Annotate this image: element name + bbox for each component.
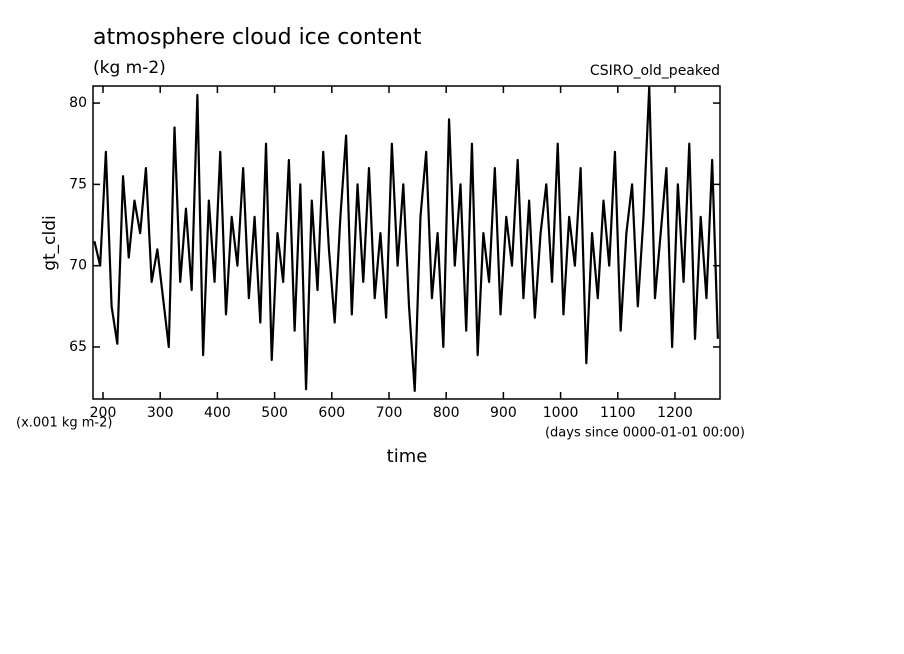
data-line [93, 85, 719, 392]
chart-subtitle: (kg m-2) [93, 58, 166, 78]
x-tick-label: 900 [490, 405, 517, 421]
x-tick-label: 600 [318, 405, 345, 421]
x-tick-label: 1200 [657, 405, 693, 421]
annotation: CSIRO_old_peaked [590, 63, 720, 79]
x-tick-label: 700 [376, 405, 403, 421]
y-tick-label: 65 [69, 339, 87, 355]
x-tick-label: 800 [433, 405, 460, 421]
x-axis-label: time [387, 446, 428, 467]
y-tick-label: 80 [69, 95, 87, 111]
y-tick-label: 75 [69, 176, 87, 192]
x-tick-label: 1100 [600, 405, 636, 421]
chart-title: atmosphere cloud ice content [93, 25, 422, 50]
y-tick-label: 70 [69, 258, 87, 274]
x-tick-label: 400 [204, 405, 231, 421]
y-axis-label: gt_cldi [40, 215, 60, 271]
x-units: (days since 0000-01-01 00:00) [545, 426, 745, 441]
x-tick-label: 500 [261, 405, 288, 421]
plot-frame [92, 85, 721, 400]
y-units: (x.001 kg m-2) [16, 416, 112, 431]
x-tick-label: 200 [90, 405, 117, 421]
x-tick-label: 1000 [543, 405, 579, 421]
x-tick-label: 300 [147, 405, 174, 421]
